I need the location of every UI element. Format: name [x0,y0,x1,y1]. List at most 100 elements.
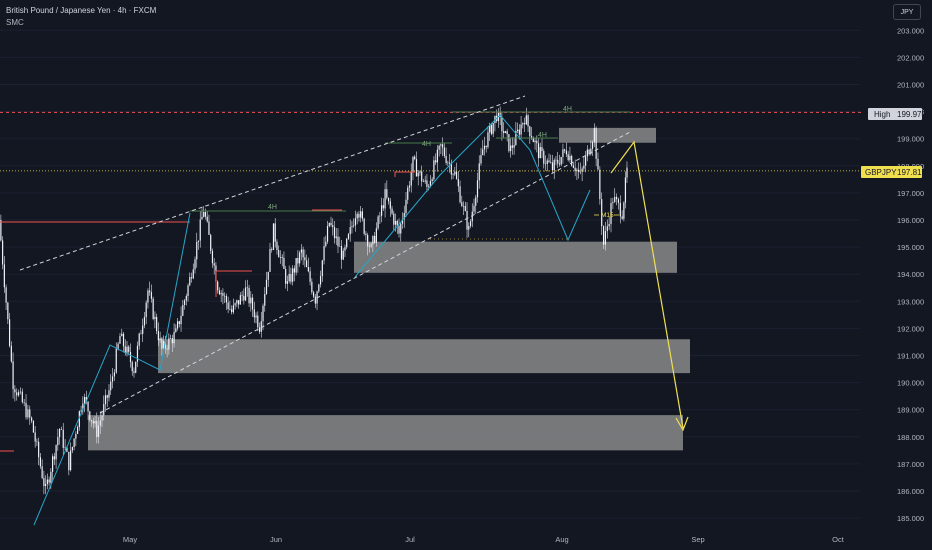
candle-body [394,220,397,225]
candle-body [201,216,203,220]
last-tag-box [861,166,922,178]
candle-body [340,246,343,260]
candle-body [468,226,470,230]
candle-body [285,269,287,284]
candle-body [309,271,311,282]
candle-body [238,300,240,305]
candle-body [532,138,534,143]
candle-body [96,420,98,438]
candle-body [73,438,75,448]
support-step [215,270,252,297]
candle-body [274,223,276,242]
price-tick-label: 188.000 [897,433,924,442]
high-tag-box [868,108,922,120]
candle-body [475,197,477,206]
candle-body [541,147,543,152]
candle-body [311,281,313,293]
candle-body [365,233,367,236]
candle-body [333,227,336,239]
candle-body [131,362,133,372]
candle-body [53,456,55,460]
candle-body [464,205,466,211]
currency-button[interactable]: JPY [893,4,921,20]
zone-box [158,339,690,374]
candle-body [347,234,350,239]
candle-body [231,309,233,313]
candle-body [71,447,73,451]
candle-body [248,287,250,304]
candle-body [405,199,407,214]
candle-body [281,256,283,259]
candle-body [121,333,123,337]
candle-body [604,231,607,245]
time-axis[interactable]: May Jun Jul Aug Sep Oct [123,535,845,544]
candle-body [360,211,362,218]
candle-body [304,257,306,261]
candle-body [232,305,234,313]
time-tick-label: Aug [555,535,568,544]
candle-body [192,269,194,279]
price-tick-label: 186.000 [897,487,924,496]
zone-box [354,241,677,273]
candle-body [41,466,43,478]
candle-body [370,244,372,247]
last-tag-value: 197.812 [897,168,926,177]
price-axis[interactable]: 203.000202.000201.000200.000199.000198.0… [897,26,924,523]
time-tick-label: Oct [832,535,845,544]
candle-body [279,256,282,258]
price-tick-label: 199.000 [897,135,924,144]
candle-body [337,236,339,247]
candle-body [136,345,139,362]
candle-body [27,409,29,418]
indicator-label[interactable]: SMC [6,18,24,27]
candle-body [34,432,36,442]
chart-title: British Pound / Japanese Yen · 4h · FXCM [6,6,157,15]
candle-body [443,147,445,156]
candle-body [599,169,601,200]
candle-body [267,271,269,280]
candle-body [506,131,508,135]
candle-body [621,216,623,219]
candle-body [85,396,87,402]
candle-body [62,429,64,448]
candle-body [560,156,562,165]
candle-body [591,142,594,149]
last-tag-symbol: GBPJPY [865,168,897,177]
candle-body [224,295,226,297]
candle-body [523,123,526,125]
candle-body [64,447,66,449]
supply-demand-zones [88,127,690,451]
candle-body [377,216,379,229]
candle-body [126,346,128,353]
candle-body [68,451,70,471]
candle-body [196,241,198,260]
candle-body [48,479,50,483]
candle-body [90,419,93,422]
candle-body [510,145,512,152]
candle-body [617,199,620,203]
candle-body [213,263,215,266]
structure-4h-label: 4H [563,106,572,113]
candle-body [135,361,137,373]
time-tick-label: Sep [691,535,704,544]
price-tick-label: 185.000 [897,514,924,523]
candle-body [374,235,376,243]
candle-body [546,160,548,164]
candle-body [25,402,27,418]
candle-body [295,258,297,273]
candle-body [433,160,435,180]
candle-body [55,445,57,460]
high-tag-value: 199.970 [897,110,926,119]
candle-body [166,348,168,350]
candle-body [571,155,573,166]
candle-body [564,149,566,151]
price-tick-label: 203.000 [897,26,924,35]
candle-body [574,167,576,172]
candle-body [421,171,423,182]
candle-body [459,186,461,203]
candle-body [487,132,489,148]
candle-body [283,258,285,270]
candle-body [471,211,473,222]
candle-body [204,211,207,217]
